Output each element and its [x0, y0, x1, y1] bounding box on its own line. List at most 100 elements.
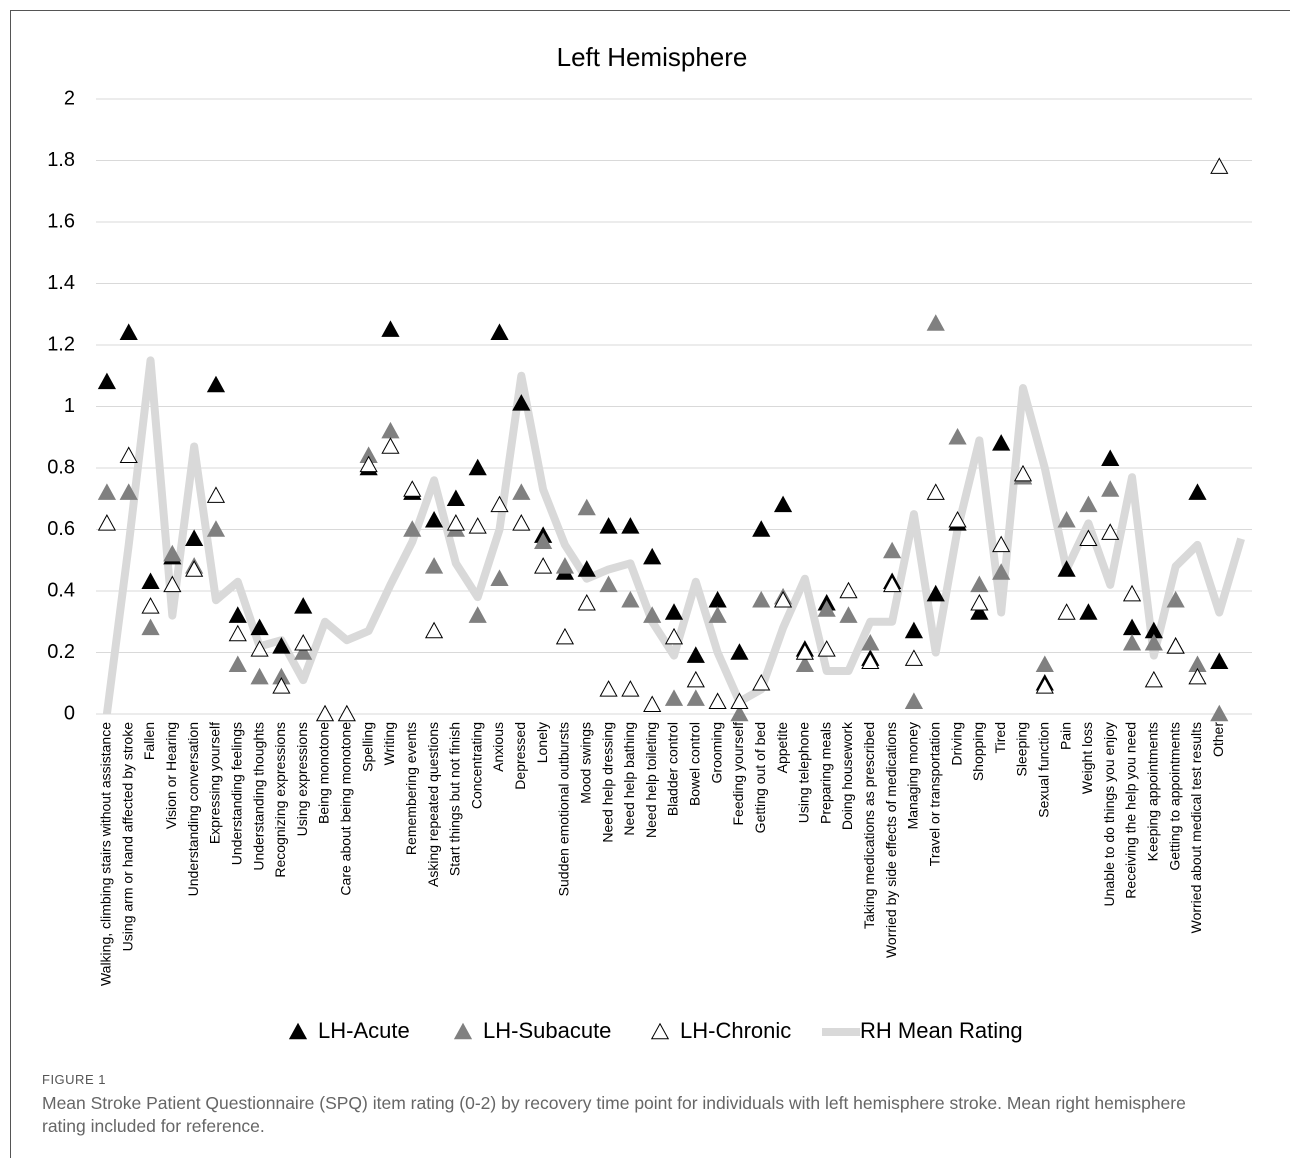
marker	[97, 483, 117, 500]
marker	[1188, 667, 1207, 685]
x-tick-label: Asking repeated questions	[425, 722, 441, 887]
x-tick-label: Sexual function	[1035, 722, 1051, 818]
marker	[250, 667, 269, 685]
rh-line	[102, 356, 1245, 715]
x-tick-label: Preparing meals	[817, 722, 833, 824]
marker	[1079, 603, 1098, 620]
marker	[926, 314, 945, 331]
x-tick-label: Using expressions	[294, 722, 310, 836]
marker	[773, 495, 793, 513]
marker	[795, 643, 814, 660]
marker	[555, 557, 575, 574]
marker	[926, 584, 945, 602]
marker	[1057, 510, 1076, 528]
x-tick-label: Recognizing expressions	[272, 722, 288, 878]
marker	[599, 517, 618, 534]
marker	[992, 434, 1011, 451]
marker	[512, 514, 531, 531]
marker	[577, 594, 596, 611]
marker	[119, 483, 138, 500]
x-tick-label: Vision or Hearing	[163, 722, 179, 829]
marker	[752, 673, 771, 691]
marker	[708, 590, 727, 608]
marker	[1101, 449, 1120, 467]
x-tick-label: Understanding thoughts	[250, 722, 266, 871]
x-tick-label: Taking medications as prescribed	[861, 722, 877, 929]
marker	[643, 695, 662, 713]
marker	[621, 517, 640, 534]
y-tick-label: 2	[64, 87, 75, 109]
x-tick-label: Grooming	[708, 722, 724, 783]
marker	[752, 520, 771, 537]
x-tick-label: Pain	[1057, 722, 1073, 750]
x-tick-label: Need help dressing	[599, 722, 615, 843]
x-tick-label: Receiving the help you need	[1123, 722, 1139, 899]
y-tick-label: 0.8	[47, 456, 75, 478]
marker	[512, 394, 531, 411]
marker	[1013, 464, 1033, 482]
marker	[424, 510, 444, 528]
marker	[294, 643, 313, 660]
y-tick-label: 0.6	[47, 518, 75, 540]
marker	[1035, 655, 1054, 673]
x-tick-label: Sleeping	[1014, 722, 1030, 777]
marker	[599, 680, 618, 697]
marker	[904, 692, 924, 709]
y-tick-label: 0.4	[47, 579, 75, 601]
marker	[730, 704, 749, 722]
marker	[141, 597, 160, 614]
marker	[861, 652, 880, 669]
marker	[294, 597, 313, 614]
marker	[817, 600, 836, 617]
marker	[686, 670, 705, 688]
legend-swatch	[650, 1022, 670, 1040]
caption-text: Mean Stroke Patient Questionnaire (SPQ) …	[42, 1093, 1186, 1136]
x-tick-label: Bladder control	[665, 722, 681, 816]
x-tick-label: Worried by side effects of medications	[883, 722, 899, 958]
marker	[490, 495, 509, 513]
legend-label: LH-Subacute	[483, 1018, 611, 1043]
marker	[97, 514, 117, 531]
marker	[119, 446, 138, 463]
x-tick-label: Managing money	[905, 722, 921, 829]
y-tick-label: 1	[64, 395, 75, 417]
x-tick-label: Using arm or hand affected by stroke	[119, 722, 135, 952]
y-tick-label: 0	[64, 702, 75, 724]
marker	[206, 375, 226, 393]
x-tick-label: Writing	[381, 722, 397, 765]
marker	[141, 618, 160, 636]
marker	[621, 590, 640, 608]
marker	[468, 458, 487, 476]
marker	[403, 480, 422, 497]
marker	[141, 572, 160, 590]
marker	[970, 575, 989, 593]
marker	[1210, 652, 1229, 669]
marker	[1210, 704, 1229, 722]
marker	[839, 606, 858, 623]
marker	[490, 323, 509, 340]
marker	[163, 575, 182, 593]
marker	[883, 575, 902, 593]
x-tick-label: Getting out of bed	[752, 722, 768, 833]
x-tick-label: Need help bathing	[621, 722, 637, 836]
x-tick-label: Unable to do things you enjoy	[1101, 722, 1117, 906]
x-tick-label: Tired	[992, 722, 1008, 753]
x-tick-label: Getting to appointments	[1166, 722, 1182, 871]
marker	[817, 640, 836, 657]
marker	[686, 689, 705, 706]
marker	[861, 633, 880, 651]
chart: Left Hemisphere 0 0.2 0.4 0.6 0.8 1 1.2 1.4 1.6 1…	[47, 42, 1252, 1043]
x-tick-label: Concentrating	[468, 722, 484, 809]
marker	[1166, 637, 1185, 654]
marker	[664, 603, 684, 620]
marker	[1057, 603, 1076, 620]
marker	[730, 692, 749, 709]
marker	[577, 560, 596, 577]
marker	[315, 704, 335, 722]
marker	[926, 483, 945, 500]
legend-label: RH Mean Rating	[860, 1018, 1023, 1043]
x-tick-label: Travel or transportation	[926, 722, 942, 866]
marker	[97, 372, 117, 390]
marker	[228, 606, 247, 623]
